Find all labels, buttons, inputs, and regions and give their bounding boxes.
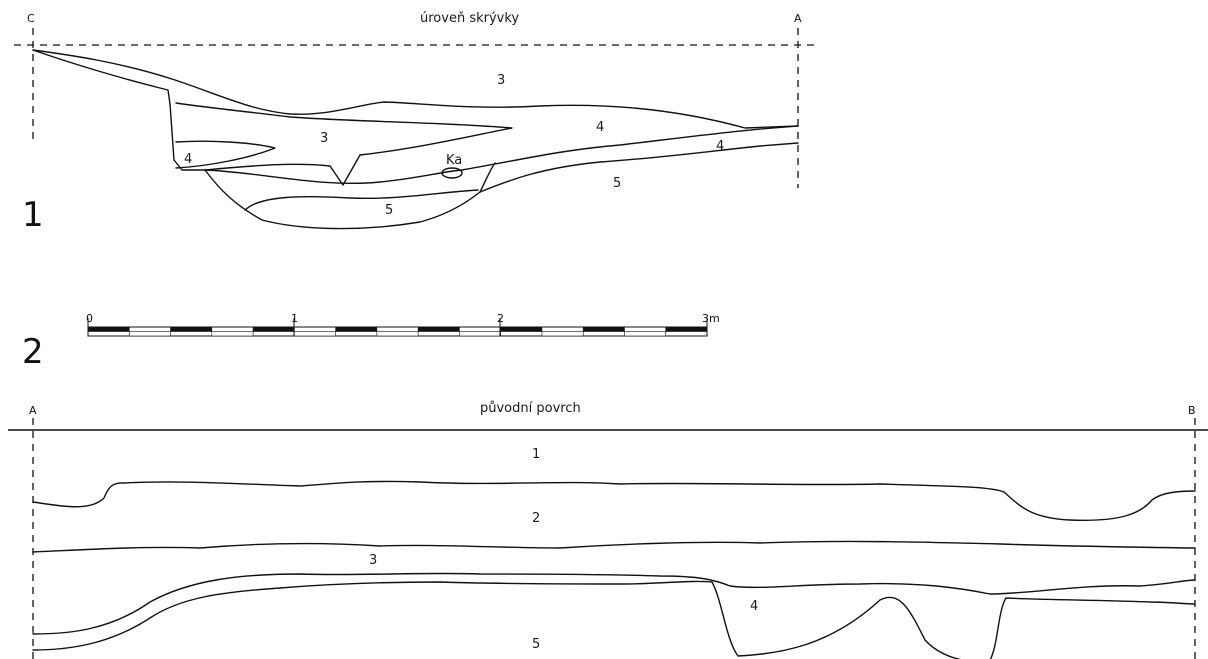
scale-segment xyxy=(500,326,543,332)
layer-label: 5 xyxy=(385,203,393,218)
scale-segment xyxy=(541,331,584,337)
feature-label: Ka xyxy=(446,153,462,168)
scale-tick-label: 2 xyxy=(497,312,504,325)
scale-segment xyxy=(170,326,213,332)
layer-label: 2 xyxy=(532,511,540,526)
scale-tick-label: 3m xyxy=(702,312,720,325)
scale-segment xyxy=(211,331,254,337)
scale-segment xyxy=(335,326,378,332)
boundary-line xyxy=(32,580,1196,659)
figure-number: 2 xyxy=(22,332,44,372)
scale-segment xyxy=(582,326,625,332)
layer-label: 5 xyxy=(532,637,540,652)
layer-label: 4 xyxy=(750,599,758,614)
section-1: úroveň skrývky C A 3 3 4 4 4 5 5 Ka 1 xyxy=(14,11,818,235)
scale-segment xyxy=(376,331,419,337)
boundary-line xyxy=(169,103,481,230)
layer-label: 3 xyxy=(320,131,328,146)
boundary-line xyxy=(32,572,1196,635)
stone-feature xyxy=(441,167,463,179)
scale-bar: 0 1 2 3m 2 xyxy=(22,312,720,372)
original-surface-label: původní povrch xyxy=(480,401,581,416)
layer-label: 4 xyxy=(716,139,724,154)
layer-label: 3 xyxy=(369,553,377,568)
endpoint-c-label: C xyxy=(27,12,35,25)
scale-segment xyxy=(294,331,336,337)
boundary-line xyxy=(175,140,276,169)
endpoint-a-label: A xyxy=(794,12,802,25)
boundary-line xyxy=(204,125,799,185)
boundary-line xyxy=(479,142,799,193)
section-2: původní povrch A B 1 2 3 4 5 xyxy=(8,401,1208,659)
scale-tick-label: 0 xyxy=(86,312,93,325)
stripping-level-label: úroveň skrývky xyxy=(420,11,519,26)
boundary-line xyxy=(479,162,496,193)
scale-tick-label: 1 xyxy=(291,312,298,325)
layer-label: 4 xyxy=(184,152,192,167)
figure-number: 1 xyxy=(22,195,44,235)
boundary-line xyxy=(32,480,1196,522)
layer-label: 5 xyxy=(613,176,621,191)
scale-segment xyxy=(128,331,171,337)
scale-segment xyxy=(87,326,130,332)
boundary-line xyxy=(244,189,479,211)
layer-label: 3 xyxy=(497,73,505,88)
scale-segment xyxy=(624,331,667,337)
endpoint-b-label: B xyxy=(1188,404,1196,417)
endpoint-a-label: A xyxy=(29,404,37,417)
boundary-line xyxy=(32,49,171,105)
layer-label: 1 xyxy=(532,447,540,462)
scale-segment xyxy=(252,326,295,332)
layer-label: 4 xyxy=(596,120,604,135)
boundary-line xyxy=(32,49,799,129)
scale-segment xyxy=(459,331,501,337)
scale-segment xyxy=(665,326,708,332)
boundary-line xyxy=(32,540,1196,553)
scale-segment xyxy=(417,326,460,332)
boundary-line xyxy=(175,102,513,186)
